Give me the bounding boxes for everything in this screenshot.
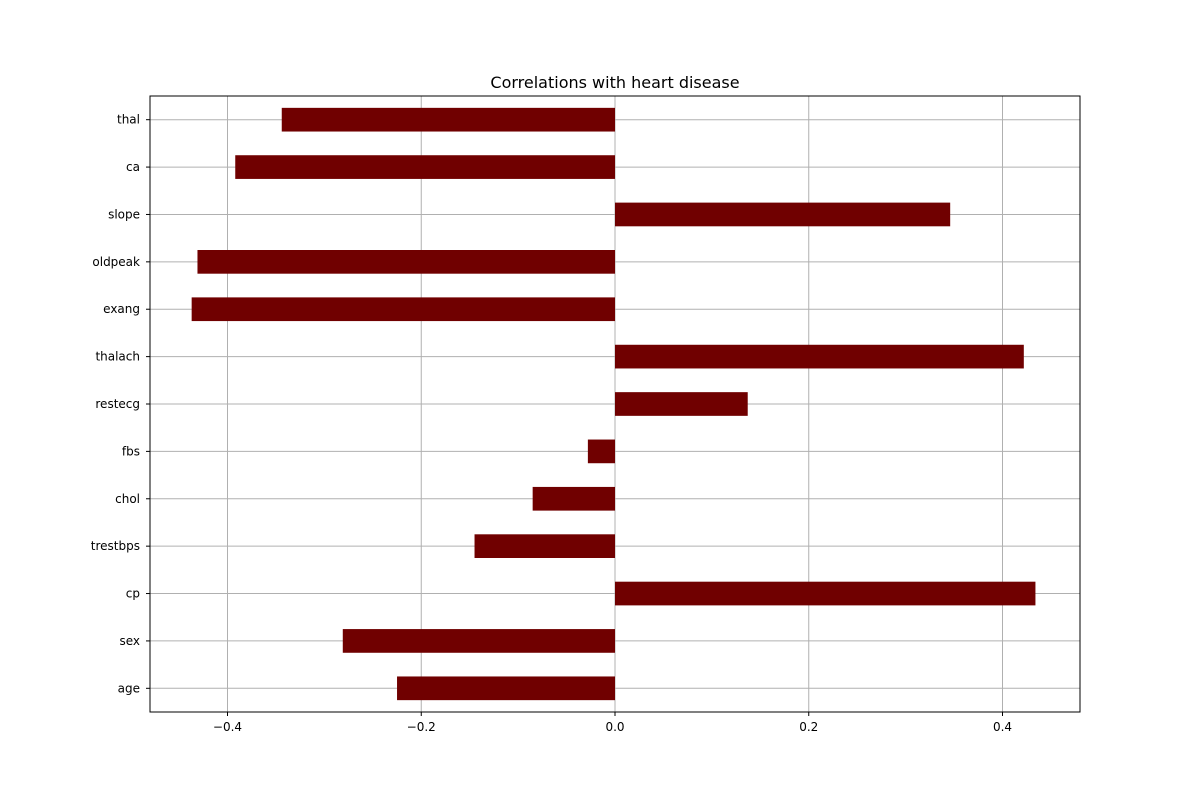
bars — [191, 107, 1036, 701]
y-tick-label: exang — [103, 302, 140, 316]
x-tick-label: −0.2 — [407, 720, 436, 734]
bar-trestbps — [474, 534, 615, 558]
y-tick-label: restecg — [95, 397, 140, 411]
bar-ca — [235, 155, 615, 179]
x-tick-label: 0.4 — [993, 720, 1012, 734]
bar-thal — [281, 107, 615, 132]
y-tick-label: thalach — [95, 350, 140, 364]
x-tick-label: 0.0 — [605, 720, 624, 734]
bar-oldpeak — [197, 250, 615, 274]
y-tick-label: trestbps — [91, 539, 140, 553]
y-tick-label: oldpeak — [92, 255, 140, 269]
y-tick-label: cp — [126, 587, 140, 601]
bar-age — [397, 676, 615, 701]
bar-exang — [191, 297, 615, 322]
x-tick-label: 0.2 — [799, 720, 818, 734]
y-tick-label: sex — [119, 634, 140, 648]
y-tick-label: slope — [108, 207, 140, 221]
bar-sex — [342, 629, 615, 653]
bar-chol — [532, 486, 615, 511]
bar-fbs — [587, 439, 615, 464]
bar-cp — [615, 581, 1036, 606]
y-tick-label: fbs — [122, 444, 140, 458]
chart-title: Correlations with heart disease — [490, 73, 739, 92]
bar-thalach — [615, 344, 1024, 369]
bar-restecg — [615, 392, 748, 416]
bar-slope — [615, 202, 951, 227]
y-tick-label: ca — [126, 160, 140, 174]
y-tick-label: chol — [115, 492, 140, 506]
x-tick-label: −0.4 — [213, 720, 242, 734]
x-axis: −0.4 −0.2 0.0 0.2 0.4 — [213, 712, 1012, 734]
y-axis: age sex cp trestbps chol fbs restecg thalach exa… — [91, 113, 150, 695]
y-tick-label: thal — [117, 113, 140, 127]
y-tick-label: age — [118, 681, 140, 695]
